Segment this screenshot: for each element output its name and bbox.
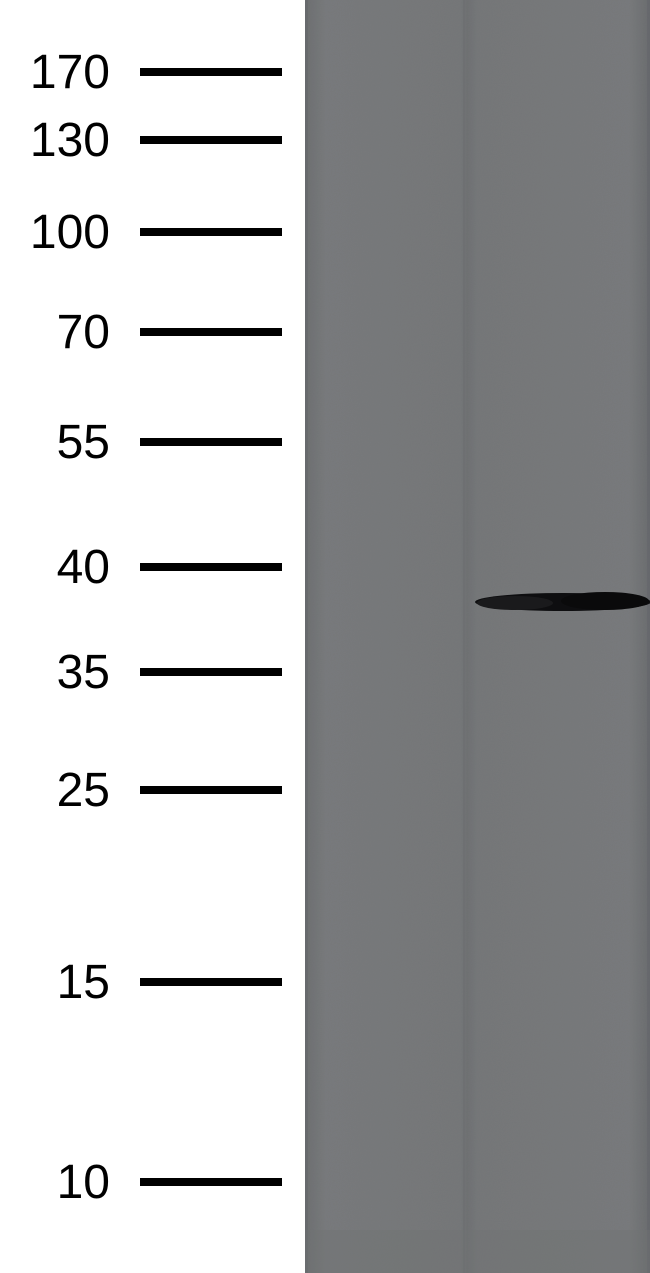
- ladder-tick-130: [140, 136, 282, 144]
- blot-membrane: [305, 0, 650, 1273]
- ladder-label-100: 100: [0, 205, 110, 260]
- ladder-tick-70: [140, 328, 282, 336]
- ladder-label-70: 70: [0, 305, 110, 360]
- ladder-label-170: 170: [0, 45, 110, 100]
- ladder-tick-10: [140, 1178, 282, 1186]
- ladder-tick-35: [140, 668, 282, 676]
- ladder-label-55: 55: [0, 415, 110, 470]
- blot-figure: 170 130 100 70 55 40 35 25 15 10: [0, 0, 650, 1273]
- ladder-tick-25: [140, 786, 282, 794]
- ladder-tick-55: [140, 438, 282, 446]
- ladder-tick-40: [140, 563, 282, 571]
- ladder-label-25: 25: [0, 763, 110, 818]
- ladder-label-35: 35: [0, 645, 110, 700]
- ladder-label-15: 15: [0, 955, 110, 1010]
- ladder-label-10: 10: [0, 1155, 110, 1210]
- ladder-tick-100: [140, 228, 282, 236]
- ladder-tick-170: [140, 68, 282, 76]
- ladder-tick-15: [140, 978, 282, 986]
- ladder-label-130: 130: [0, 113, 110, 168]
- ladder-label-40: 40: [0, 540, 110, 595]
